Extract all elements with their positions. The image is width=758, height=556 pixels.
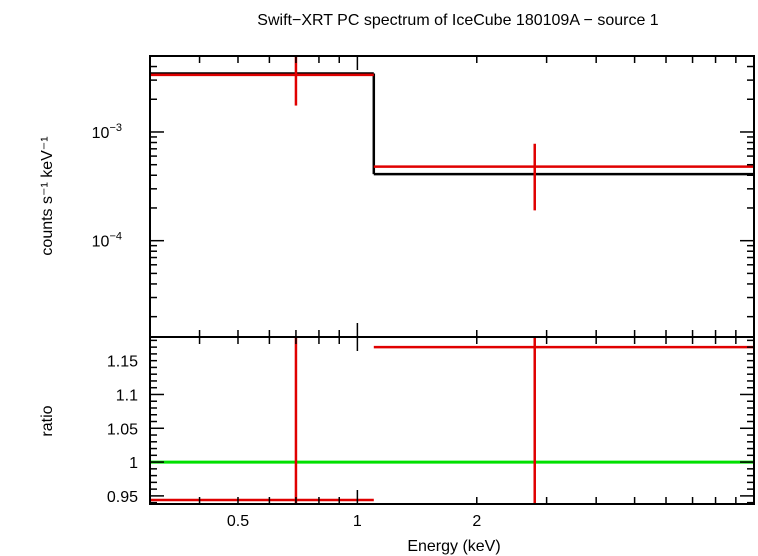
upper-panel-frame bbox=[149, 55, 755, 338]
chart-title: Swift−XRT PC spectrum of IceCube 180109A… bbox=[257, 12, 659, 29]
y-tick-label: 10−3 bbox=[92, 122, 122, 142]
model-group bbox=[150, 72, 754, 176]
x-axis-label: Energy (keV) bbox=[407, 538, 500, 555]
lower-panel-frame bbox=[149, 336, 755, 505]
x-tick-label: 1 bbox=[353, 513, 362, 530]
x-tick-label: 0.5 bbox=[227, 513, 249, 530]
x-axis: 0.5 1 2 bbox=[149, 337, 737, 530]
data-group bbox=[150, 56, 754, 211]
upper-panel: 10−3 10−4 counts s⁻¹ keV⁻¹ bbox=[39, 55, 755, 338]
y-tick-label: 10−4 bbox=[92, 231, 122, 251]
lower-panel: 0.95 1 1.05 1.1 1.15 0.5 1 2 ratio bbox=[39, 336, 755, 530]
y-tick-label: 1 bbox=[129, 455, 138, 472]
upper-y-axis-label: counts s⁻¹ keV⁻¹ bbox=[39, 136, 56, 255]
x-tick-label: 2 bbox=[472, 513, 481, 530]
y-tick-label: 0.95 bbox=[107, 489, 138, 506]
lower-y-axis: 0.95 1 1.05 1.1 1.15 bbox=[107, 339, 754, 506]
lower-y-axis-label: ratio bbox=[39, 405, 56, 436]
y-tick-label: 1.15 bbox=[107, 354, 138, 371]
upper-x-ticks bbox=[149, 56, 737, 337]
y-tick-label: 1.05 bbox=[107, 421, 138, 438]
upper-y-axis: 10−3 10−4 bbox=[92, 55, 754, 318]
y-tick-label: 1.1 bbox=[116, 387, 138, 404]
data-group bbox=[150, 337, 754, 504]
